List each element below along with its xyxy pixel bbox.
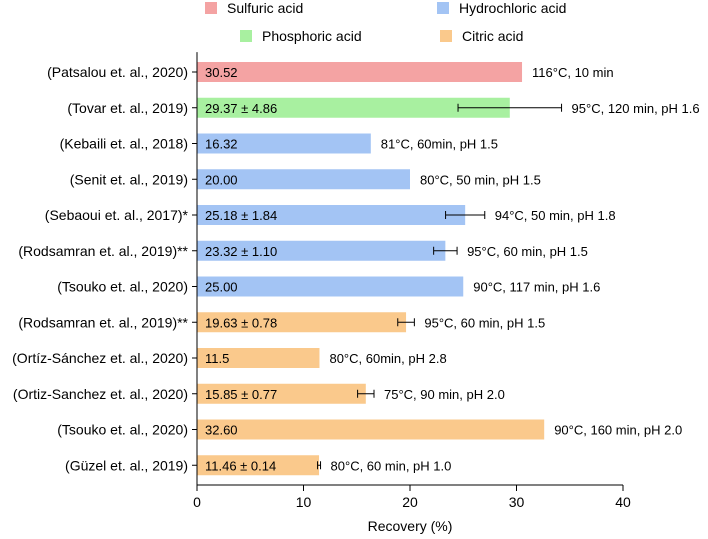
error-bars-group — [317, 103, 563, 470]
legend-label-phosphoric-acid: Phosphoric acid — [262, 28, 362, 44]
bar — [197, 312, 407, 333]
legend-swatch-hydrochloric-acid — [437, 2, 449, 14]
x-tick-label: 0 — [193, 494, 201, 510]
bar — [197, 419, 545, 440]
axes: 0 10 20 30 40 — [193, 52, 631, 510]
value-label: 23.32 ± 1.10 — [205, 244, 277, 259]
bar — [197, 133, 371, 154]
legend-label-sulfuric-acid: Sulfuric acid — [227, 0, 303, 16]
conditions-label: 80°C, 60min, pH 2.8 — [329, 351, 446, 366]
category-label: (Tsouko et. al., 2020) — [57, 279, 188, 295]
category-label: (Tovar et. al., 2019) — [67, 100, 188, 116]
bar — [197, 348, 320, 368]
value-label: 20.00 — [205, 172, 238, 187]
legend-label-citric-acid: Citric acid — [462, 28, 523, 44]
condition-labels: 116°C, 10 min 95°C, 120 min, pH 1.6 81°C, … — [329, 65, 699, 473]
legend-swatch-phosphoric-acid — [240, 30, 252, 42]
bar — [197, 97, 510, 118]
conditions-label: 81°C, 60min, pH 1.5 — [381, 137, 498, 152]
conditions-label: 80°C, 60 min, pH 1.0 — [331, 458, 452, 473]
conditions-label: 80°C, 50 min, pH 1.5 — [420, 172, 541, 187]
category-label: (Patsalou et. al., 2020) — [47, 64, 188, 80]
category-label: (Rodsamran et. al., 2019)** — [18, 243, 188, 259]
category-label: (Tsouko et. al., 2020) — [57, 422, 188, 438]
value-label: 11.5 — [205, 351, 229, 366]
bars-group — [197, 62, 545, 476]
conditions-label: 90°C, 117 min, pH 1.6 — [473, 280, 600, 295]
conditions-label: 75°C, 90 min, pH 2.0 — [384, 387, 505, 402]
conditions-label: 94°C, 50 min, pH 1.8 — [495, 208, 616, 223]
value-labels: 30.52 29.37 ± 4.86 16.32 20.00 25.18 ± 1.84 2… — [205, 65, 277, 473]
category-label: (Güzel et. al., 2019) — [65, 457, 188, 473]
conditions-label: 116°C, 10 min — [532, 65, 614, 80]
conditions-label: 95°C, 120 min, pH 1.6 — [572, 101, 700, 116]
category-labels: (Patsalou et. al., 2020) (Tovar et. al., … — [12, 64, 197, 473]
legend-label-hydrochloric-acid: Hydrochloric acid — [459, 0, 566, 16]
bar — [197, 240, 446, 261]
category-label: (Rodsamran et. al., 2019)** — [18, 314, 188, 330]
x-tick-label: 20 — [402, 494, 418, 510]
conditions-label: 90°C, 160 min, pH 2.0 — [554, 423, 682, 438]
category-label: (Kebaili et. al., 2018) — [60, 136, 188, 152]
value-label: 19.63 ± 0.78 — [205, 315, 277, 330]
value-label: 11.46 ± 0.14 — [205, 458, 276, 473]
category-label: (Senit et. al., 2019) — [70, 171, 188, 187]
value-label: 25.00 — [205, 280, 238, 295]
bar — [197, 169, 410, 190]
bar — [197, 276, 464, 297]
value-label: 15.85 ± 0.77 — [205, 387, 277, 402]
conditions-label: 95°C, 60 min, pH 1.5 — [424, 315, 545, 330]
category-label: (Ortiz-Sanchez et. al., 2020) — [13, 386, 188, 402]
category-label: (Sebaoui et. al., 2017)* — [45, 207, 189, 223]
x-axis-title: Recovery (%) — [368, 518, 453, 534]
value-label: 16.32 — [205, 137, 238, 152]
value-label: 25.18 ± 1.84 — [205, 208, 277, 223]
x-tick-label: 40 — [615, 494, 631, 510]
bar — [197, 383, 366, 404]
value-label: 30.52 — [205, 65, 238, 80]
legend-swatch-sulfuric-acid — [205, 2, 217, 14]
x-tick-label: 30 — [509, 494, 525, 510]
value-label: 32.60 — [205, 423, 238, 438]
bar — [197, 205, 466, 225]
value-label: 29.37 ± 4.86 — [205, 101, 277, 116]
legend-swatch-citric-acid — [440, 30, 452, 42]
bar — [197, 455, 320, 476]
bar — [197, 62, 523, 82]
category-label: (Ortíz-Sánchez et. al., 2020) — [12, 350, 188, 366]
legend: Sulfuric acid Hydrochloric acid Phosphoric… — [205, 0, 566, 44]
conditions-label: 95°C, 60 min, pH 1.5 — [467, 244, 588, 259]
x-tick-label: 10 — [296, 494, 312, 510]
